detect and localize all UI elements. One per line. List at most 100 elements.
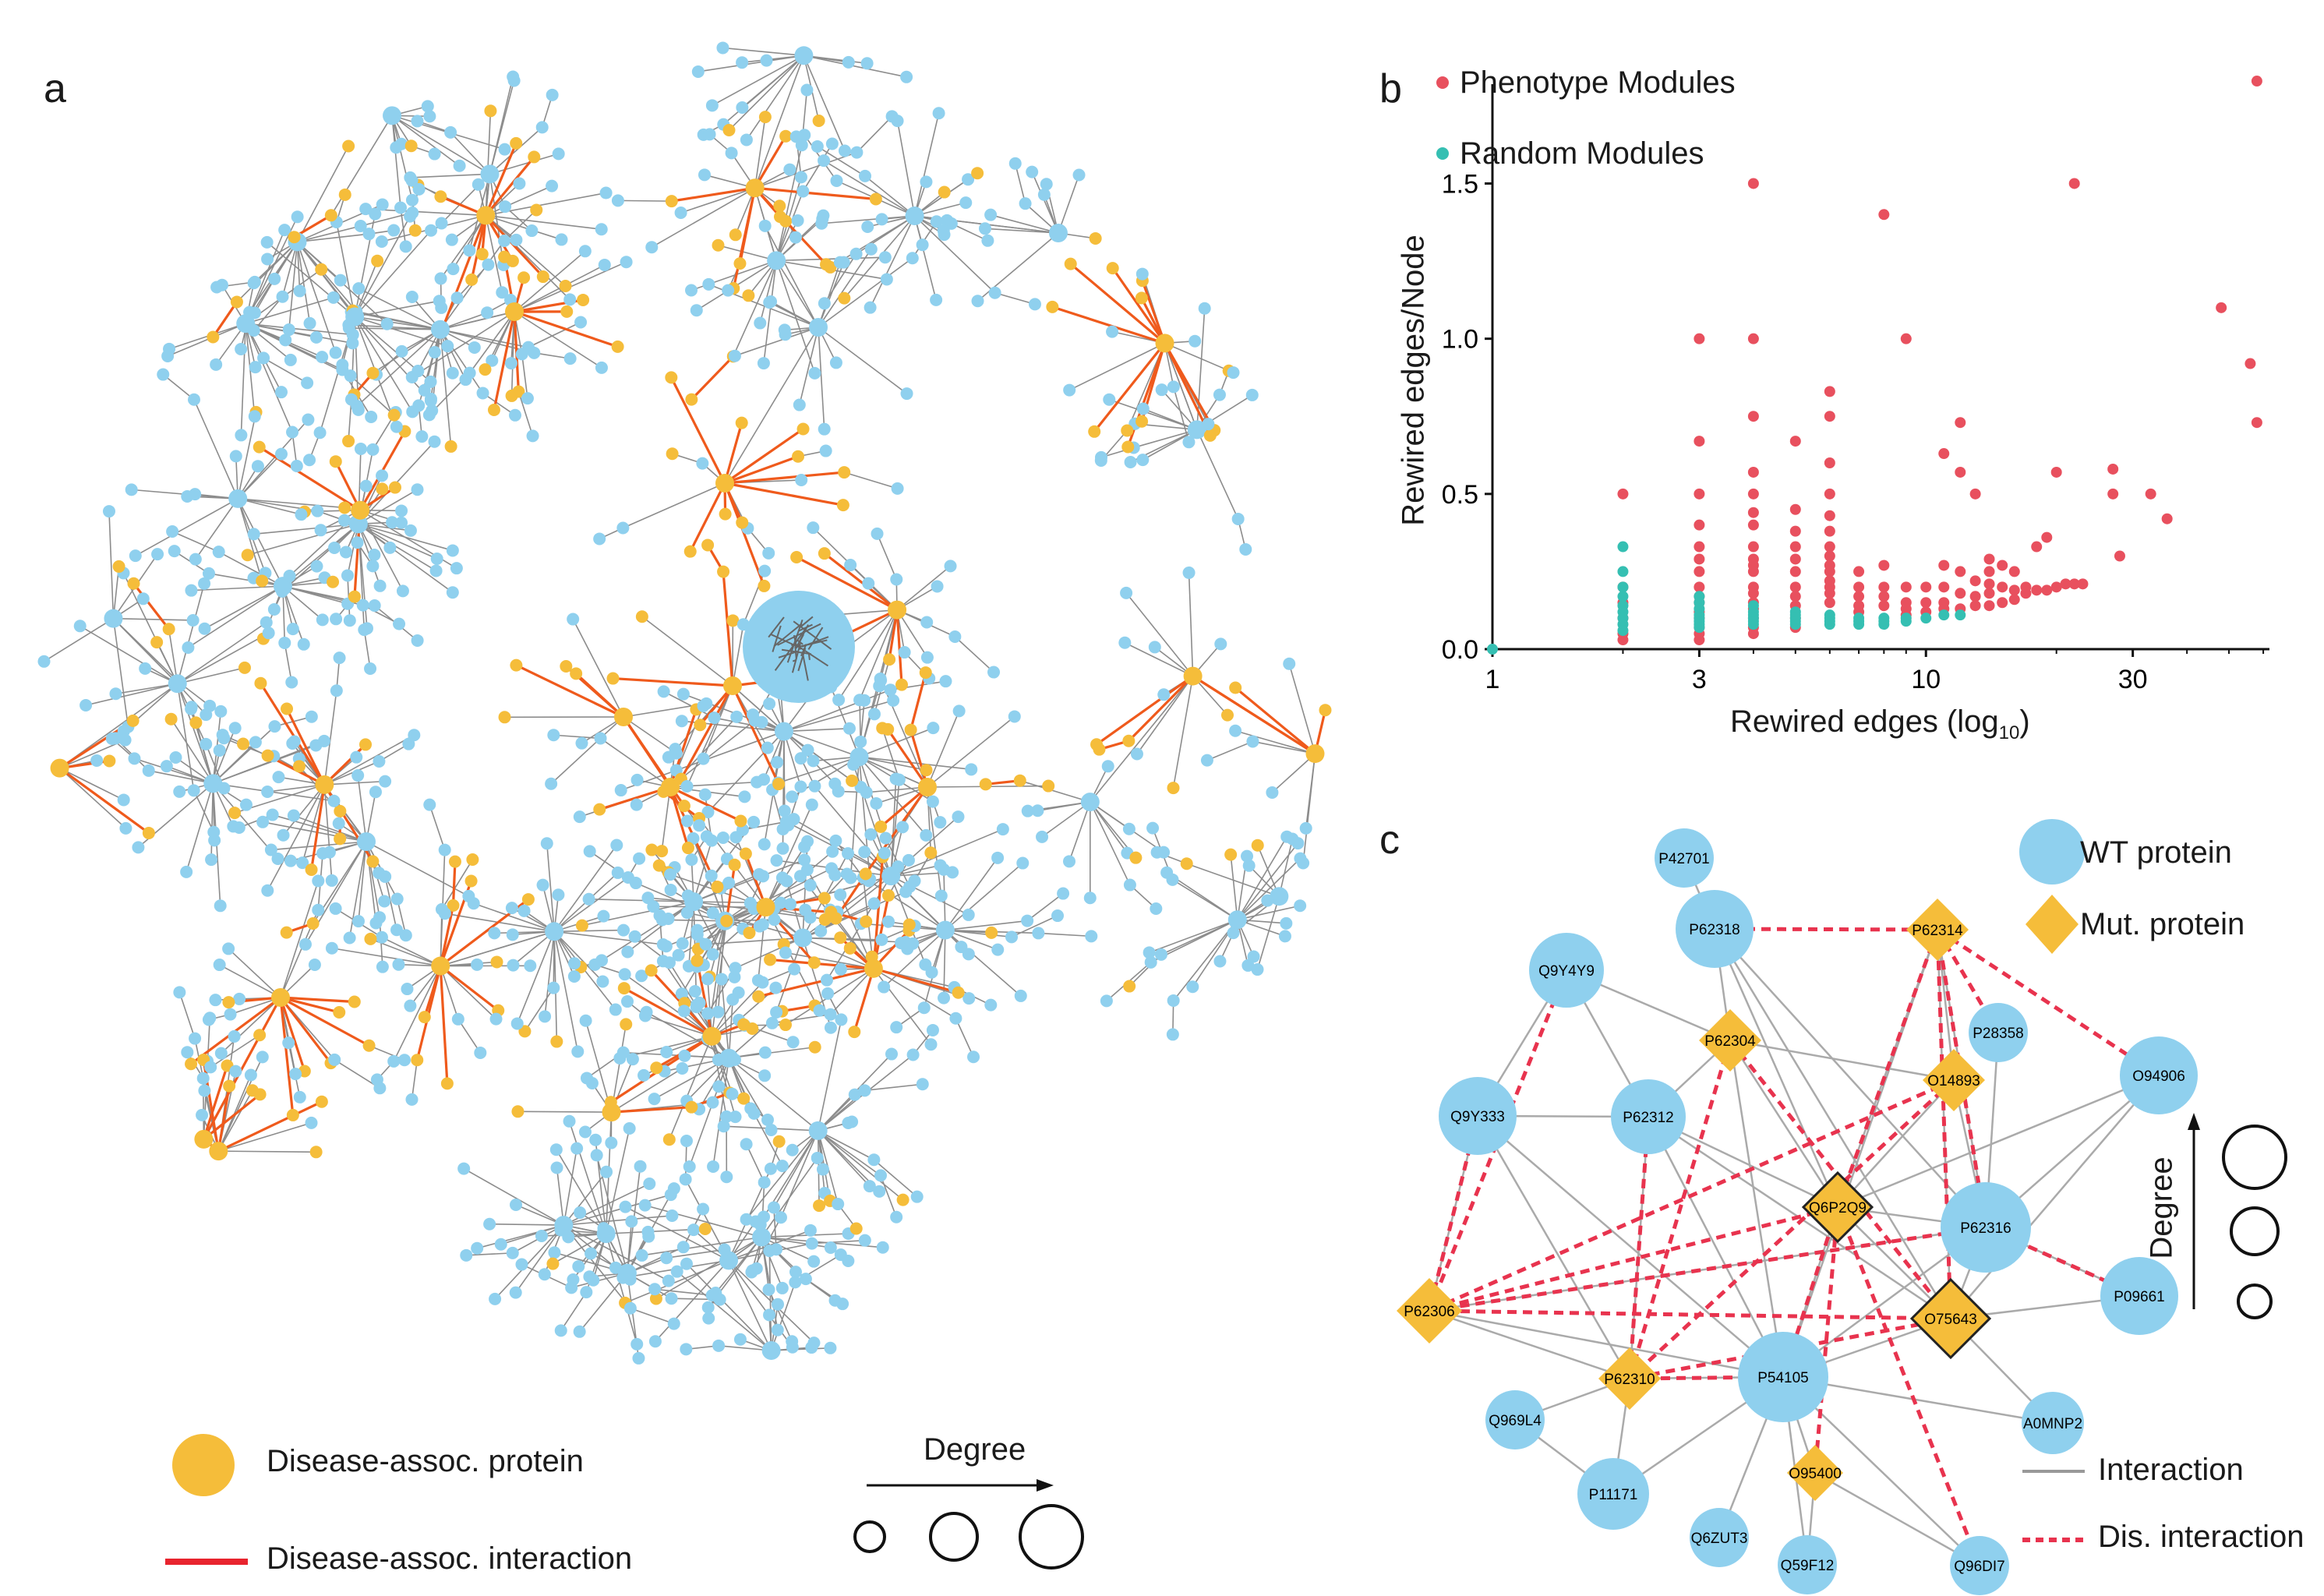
protein-node <box>1019 197 1032 210</box>
protein-node <box>235 429 248 442</box>
network-edge <box>219 964 281 998</box>
protein-node <box>394 201 408 214</box>
protein-node <box>139 662 152 675</box>
disease-protein-node <box>733 257 747 270</box>
protein-node <box>825 137 839 150</box>
network-edge <box>1068 801 1091 862</box>
protein-node <box>213 743 226 757</box>
mut-protein-shape <box>1923 1049 1985 1111</box>
network-edge <box>860 923 945 931</box>
network-edge <box>381 937 441 967</box>
protein-node <box>187 393 200 406</box>
protein-node <box>104 609 123 628</box>
protein-node <box>185 702 198 715</box>
network-edge <box>563 1194 672 1226</box>
dense-cluster <box>743 591 855 703</box>
protein-node <box>310 560 323 573</box>
protein-node <box>369 786 382 799</box>
protein-node <box>1031 804 1044 817</box>
protein-node <box>588 958 602 971</box>
disease-protein-node <box>717 565 730 578</box>
protein-node <box>664 1188 677 1202</box>
protein-node <box>657 685 670 698</box>
data-point <box>1694 541 1705 553</box>
protein-node <box>901 942 914 955</box>
network-edge <box>746 55 805 140</box>
protein-node <box>617 923 630 937</box>
protein-node <box>284 854 297 867</box>
panel-a: a Disease-assoc. protein Disease-assoc. … <box>37 41 1332 1576</box>
protein-node <box>618 968 631 981</box>
protein-node <box>635 969 648 983</box>
protein-node <box>481 306 494 320</box>
protein-node <box>563 352 577 365</box>
disease-protein-node <box>577 293 590 306</box>
protein-node <box>635 1248 648 1262</box>
protein-node <box>463 366 476 380</box>
protein-node <box>329 346 342 359</box>
network-edge <box>221 997 281 1054</box>
network-edge <box>617 200 672 202</box>
cluster-edge <box>778 650 798 659</box>
network-edge <box>733 260 777 357</box>
protein-node <box>716 41 729 55</box>
protein-node <box>775 871 789 885</box>
disease-protein-node <box>824 260 837 274</box>
disease-edge <box>723 422 743 484</box>
disease-protein-node <box>371 254 384 267</box>
disease-edge <box>132 582 170 630</box>
disease-protein-node <box>720 914 733 927</box>
protein-node <box>858 1234 871 1247</box>
protein-node <box>598 258 611 271</box>
network-edge <box>761 1236 831 1248</box>
disease-edge <box>744 853 768 908</box>
network-edge <box>771 1347 831 1351</box>
protein-node <box>829 356 842 369</box>
protein-node <box>660 1045 673 1058</box>
data-point <box>1617 488 1629 500</box>
network-edge <box>176 683 195 791</box>
network-edge <box>218 1150 316 1153</box>
protein-node <box>807 754 820 768</box>
network-edge <box>391 115 461 167</box>
protein-node <box>643 1177 656 1190</box>
network-edge <box>494 930 555 934</box>
network-edge <box>611 1068 683 1113</box>
disease-protein-node <box>366 366 380 380</box>
protein-node <box>892 773 906 786</box>
disease-edge <box>279 997 332 1065</box>
protein-node <box>701 973 714 986</box>
protein-node-label: O95400 <box>1789 1466 1842 1482</box>
data-point <box>1747 541 1759 553</box>
protein-node <box>1227 910 1247 930</box>
protein-node <box>1155 383 1168 397</box>
disease-edge <box>1141 280 1167 344</box>
protein-node <box>702 277 715 291</box>
protein-node <box>198 622 211 635</box>
protein-node-label: P11171 <box>1589 1487 1638 1503</box>
disease-edge <box>724 482 844 507</box>
dis-interaction-edge <box>1835 929 1940 1208</box>
disease-protein-node <box>364 932 377 945</box>
network-edge <box>563 1215 673 1226</box>
protein-node <box>633 852 646 865</box>
disease-edge <box>669 786 690 849</box>
protein-node <box>268 272 281 285</box>
data-point <box>1747 519 1759 531</box>
protein-node <box>203 774 223 793</box>
protein-node <box>423 110 436 123</box>
data-point <box>1955 609 1966 621</box>
protein-node <box>354 219 367 232</box>
protein-node <box>387 224 401 237</box>
disease-protein-node <box>620 1018 633 1031</box>
protein-node <box>962 173 975 186</box>
network-edge <box>440 329 467 380</box>
network-edge <box>1237 842 1299 920</box>
protein-node <box>771 756 784 769</box>
network-edge <box>171 531 220 553</box>
protein-node-q9y333: Q9Y333 <box>1439 1077 1517 1155</box>
protein-node <box>198 577 211 590</box>
protein-node <box>312 903 325 916</box>
legend-dis-interaction-label: Dis. interaction <box>2098 1520 2305 1554</box>
protein-node <box>513 177 526 190</box>
